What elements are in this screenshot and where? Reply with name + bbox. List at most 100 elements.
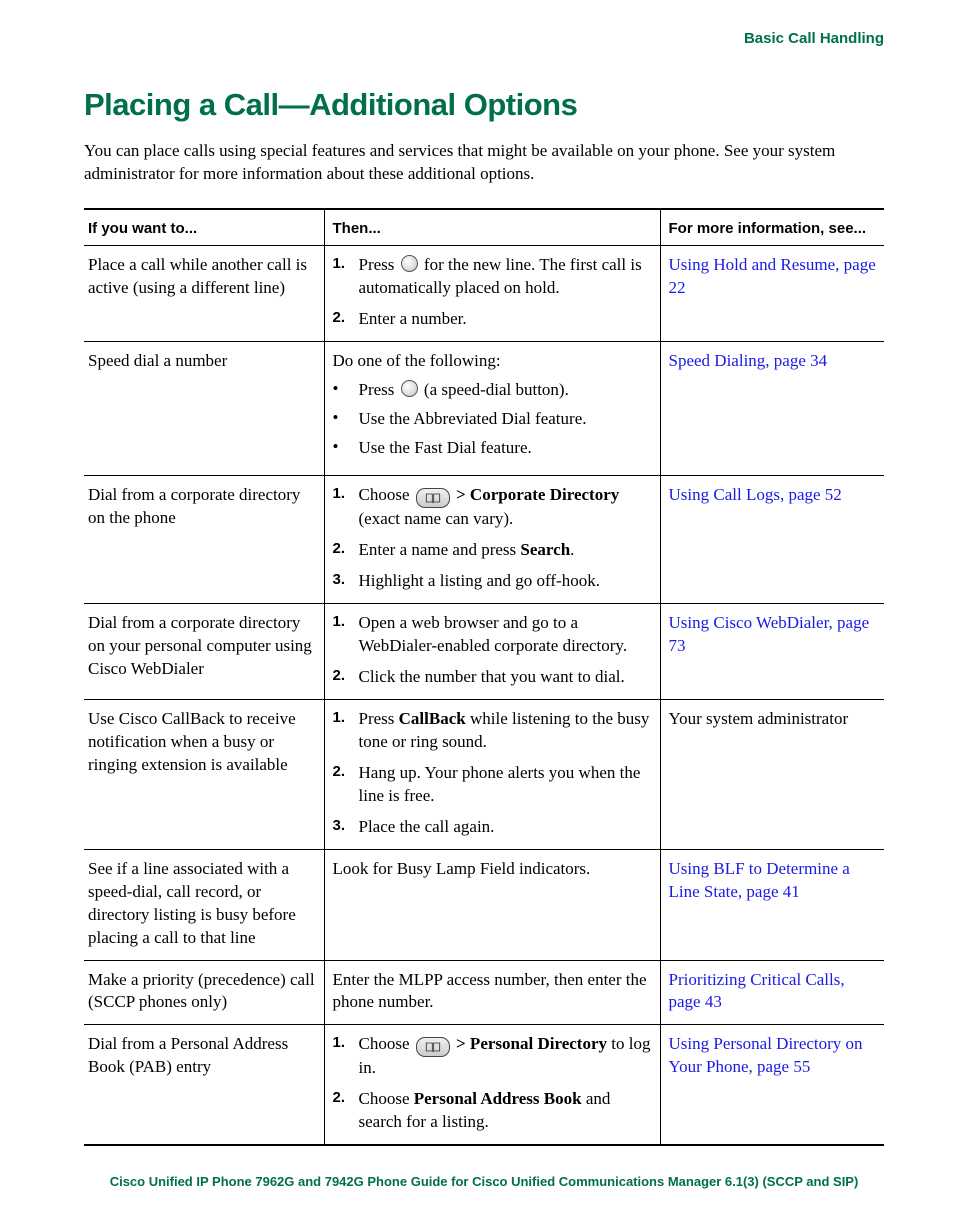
table-row: Dial from a corporate directory on the p… (84, 476, 884, 604)
xref-link[interactable]: Using Personal Directory on Your Phone, … (669, 1034, 863, 1076)
want-cell: Dial from a corporate directory on the p… (84, 476, 324, 604)
line-button-icon (401, 255, 418, 272)
then-text: Look for Busy Lamp Field indicators. (333, 858, 654, 881)
want-cell: Speed dial a number (84, 341, 324, 476)
page-title: Placing a Call—Additional Options (84, 87, 884, 123)
bullet-list: •Press (a speed-dial button).•Use the Ab… (333, 379, 654, 460)
want-cell: See if a line associated with a speed-di… (84, 849, 324, 960)
step-body: Hang up. Your phone alerts you when the … (359, 762, 654, 808)
more-cell: Using Call Logs, page 52 (660, 476, 884, 604)
table-row: Dial from a Personal Address Book (PAB) … (84, 1025, 884, 1145)
step-item: 2.Choose Personal Address Book and searc… (333, 1088, 654, 1134)
step-item: 1.Press for the new line. The first call… (333, 254, 654, 300)
xref-link[interactable]: Prioritizing Critical Calls, page 43 (669, 970, 845, 1012)
xref-link[interactable]: Using BLF to Determine a Line State, pag… (669, 859, 850, 901)
table-row: Make a priority (precedence) call (SCCP … (84, 960, 884, 1025)
step-body: Enter a number. (359, 308, 654, 331)
step-number: 2. (333, 308, 359, 328)
then-cell: 1.Press for the new line. The first call… (324, 245, 660, 341)
step-number: 3. (333, 816, 359, 836)
more-cell: Your system administrator (660, 700, 884, 850)
then-cell: 1.Press CallBack while listening to the … (324, 700, 660, 850)
step-item: 1.Press CallBack while listening to the … (333, 708, 654, 754)
bullet-body: Press (a speed-dial button). (359, 379, 654, 402)
then-text: Enter the MLPP access number, then enter… (333, 969, 654, 1015)
want-cell: Make a priority (precedence) call (SCCP … (84, 960, 324, 1025)
step-body: Choose > Corporate Directory (exact name… (359, 484, 654, 531)
step-body: Enter a name and press Search. (359, 539, 654, 562)
table-row: Use Cisco CallBack to receive notificati… (84, 700, 884, 850)
then-cell: 1.Open a web browser and go to a WebDial… (324, 604, 660, 700)
step-item: 1.Choose > Personal Directory to log in. (333, 1033, 654, 1080)
step-item: 3.Highlight a listing and go off-hook. (333, 570, 654, 593)
directories-button-icon (416, 1037, 450, 1057)
step-number: 1. (333, 708, 359, 728)
step-body: Press CallBack while listening to the bu… (359, 708, 654, 754)
want-cell: Dial from a Personal Address Book (PAB) … (84, 1025, 324, 1145)
want-cell: Place a call while another call is activ… (84, 245, 324, 341)
step-list: 1.Choose > Personal Directory to log in.… (333, 1033, 654, 1134)
th-then: Then... (324, 209, 660, 246)
step-number: 1. (333, 254, 359, 274)
table-row: Place a call while another call is activ… (84, 245, 884, 341)
step-body: Choose Personal Address Book and search … (359, 1088, 654, 1134)
options-table: If you want to... Then... For more infor… (84, 208, 884, 1146)
table-row: Dial from a corporate directory on your … (84, 604, 884, 700)
bullet-marker: • (333, 408, 359, 428)
more-cell: Using BLF to Determine a Line State, pag… (660, 849, 884, 960)
bullet-item: •Use the Fast Dial feature. (333, 437, 654, 460)
bullet-body: Use the Fast Dial feature. (359, 437, 654, 460)
step-item: 3.Place the call again. (333, 816, 654, 839)
step-number: 2. (333, 539, 359, 559)
want-cell: Dial from a corporate directory on your … (84, 604, 324, 700)
step-number: 2. (333, 1088, 359, 1108)
step-item: 2.Enter a name and press Search. (333, 539, 654, 562)
line-button-icon (401, 380, 418, 397)
bullet-marker: • (333, 437, 359, 457)
bullet-item: •Press (a speed-dial button). (333, 379, 654, 402)
more-cell: Speed Dialing, page 34 (660, 341, 884, 476)
then-lead: Do one of the following: (333, 350, 654, 373)
directories-button-icon (416, 488, 450, 508)
step-number: 2. (333, 762, 359, 782)
step-number: 2. (333, 666, 359, 686)
footer-text: Cisco Unified IP Phone 7962G and 7942G P… (84, 1174, 884, 1189)
more-cell: Using Hold and Resume, page 22 (660, 245, 884, 341)
step-item: 2.Click the number that you want to dial… (333, 666, 654, 689)
step-list: 1.Open a web browser and go to a WebDial… (333, 612, 654, 689)
xref-link[interactable]: Using Hold and Resume, page 22 (669, 255, 876, 297)
table-row: Speed dial a number Do one of the followi… (84, 341, 884, 476)
xref-link[interactable]: Using Cisco WebDialer, page 73 (669, 613, 870, 655)
more-cell: Using Personal Directory on Your Phone, … (660, 1025, 884, 1145)
then-cell: 1.Choose > Corporate Directory (exact na… (324, 476, 660, 604)
step-body: Highlight a listing and go off-hook. (359, 570, 654, 593)
step-body: Click the number that you want to dial. (359, 666, 654, 689)
then-cell: 1.Choose > Personal Directory to log in.… (324, 1025, 660, 1145)
bullet-marker: • (333, 379, 359, 399)
bullet-body: Use the Abbreviated Dial feature. (359, 408, 654, 431)
step-item: 2.Enter a number. (333, 308, 654, 331)
step-item: 2.Hang up. Your phone alerts you when th… (333, 762, 654, 808)
more-cell: Prioritizing Critical Calls, page 43 (660, 960, 884, 1025)
want-cell: Use Cisco CallBack to receive notificati… (84, 700, 324, 850)
step-body: Press for the new line. The first call i… (359, 254, 654, 300)
document-page: Basic Call Handling Placing a Call—Addit… (0, 0, 954, 1229)
xref-link[interactable]: Using Call Logs, page 52 (669, 485, 842, 504)
bullet-item: •Use the Abbreviated Dial feature. (333, 408, 654, 431)
xref-link[interactable]: Speed Dialing, page 34 (669, 351, 828, 370)
th-want: If you want to... (84, 209, 324, 246)
then-cell: Do one of the following:•Press (a speed-… (324, 341, 660, 476)
step-body: Open a web browser and go to a WebDialer… (359, 612, 654, 658)
step-body: Choose > Personal Directory to log in. (359, 1033, 654, 1080)
step-list: 1.Press for the new line. The first call… (333, 254, 654, 331)
step-number: 1. (333, 612, 359, 632)
step-body: Place the call again. (359, 816, 654, 839)
step-item: 1.Open a web browser and go to a WebDial… (333, 612, 654, 658)
intro-paragraph: You can place calls using special featur… (84, 140, 884, 186)
then-cell: Enter the MLPP access number, then enter… (324, 960, 660, 1025)
step-number: 1. (333, 1033, 359, 1053)
step-item: 1.Choose > Corporate Directory (exact na… (333, 484, 654, 531)
step-number: 3. (333, 570, 359, 590)
step-list: 1.Choose > Corporate Directory (exact na… (333, 484, 654, 593)
step-number: 1. (333, 484, 359, 504)
